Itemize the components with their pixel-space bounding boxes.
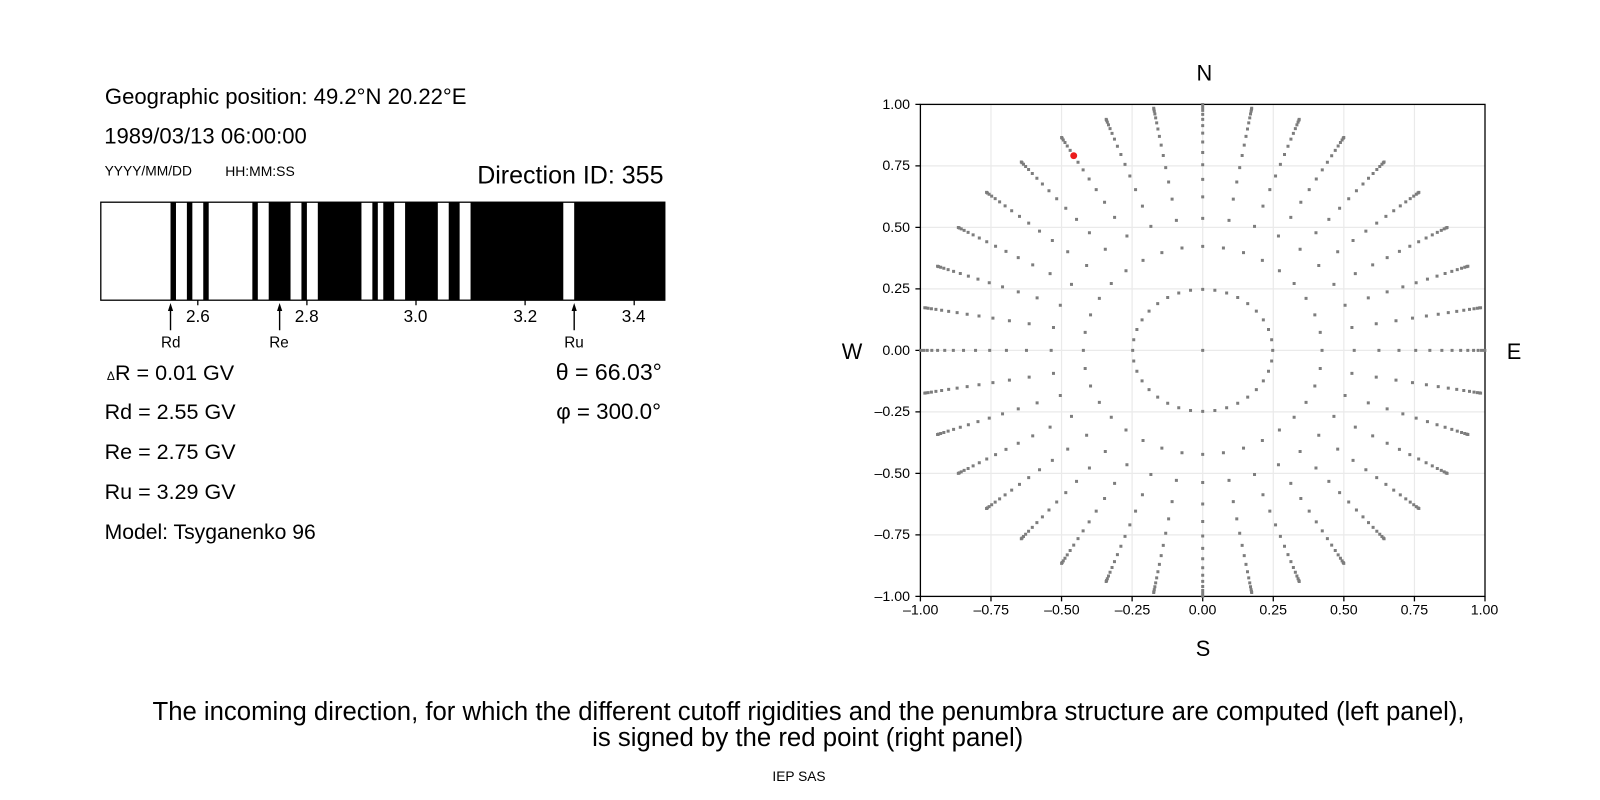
svg-text:–0.25: –0.25: [1115, 602, 1151, 618]
svg-text:IEP SAS: IEP SAS: [772, 769, 825, 784]
svg-text:–1.00: –1.00: [874, 589, 910, 605]
svg-text:0.00: 0.00: [882, 343, 910, 359]
svg-text:3.0: 3.0: [404, 306, 428, 326]
svg-text:Direction ID: 355: Direction ID: 355: [477, 162, 663, 190]
svg-text:Re = 2.75 GV: Re = 2.75 GV: [105, 440, 237, 464]
svg-text:0.50: 0.50: [882, 220, 910, 236]
svg-text:1989/03/13 06:00:00: 1989/03/13 06:00:00: [104, 123, 307, 148]
svg-text:0.25: 0.25: [882, 281, 910, 297]
svg-text:3.2: 3.2: [513, 306, 537, 326]
svg-text:0.75: 0.75: [882, 158, 910, 174]
svg-text:3.4: 3.4: [622, 306, 646, 326]
svg-text:–0.75: –0.75: [974, 602, 1010, 618]
svg-text:W: W: [842, 339, 863, 364]
svg-text:E: E: [1507, 339, 1522, 364]
svg-text:0.00: 0.00: [1189, 602, 1217, 618]
svg-text:–0.75: –0.75: [874, 527, 910, 543]
svg-text:HH:MM:SS: HH:MM:SS: [225, 163, 295, 179]
svg-text:–0.50: –0.50: [1044, 602, 1080, 618]
svg-text:Model: Tsyganenko 96: Model: Tsyganenko 96: [105, 521, 316, 544]
svg-text:1.00: 1.00: [882, 97, 910, 113]
svg-text:Re: Re: [269, 334, 289, 351]
svg-text:YYYY/MM/DD: YYYY/MM/DD: [105, 163, 192, 178]
svg-text:Ru: Ru: [564, 334, 584, 351]
svg-text:Rd = 2.55 GV: Rd = 2.55 GV: [105, 400, 237, 424]
svg-text:R = 0.01 GV: R = 0.01 GV: [115, 360, 235, 385]
svg-text:Δ: Δ: [107, 369, 115, 383]
svg-text:0.25: 0.25: [1259, 602, 1287, 618]
svg-text:φ = 300.0°: φ = 300.0°: [556, 399, 661, 424]
svg-text:S: S: [1196, 636, 1211, 661]
svg-text:is signed by the red point (ri: is signed by the red point (right panel): [592, 724, 1023, 752]
svg-text:2.8: 2.8: [295, 306, 319, 326]
svg-text:–0.25: –0.25: [874, 404, 910, 420]
svg-text:The incoming direction, for wh: The incoming direction, for which the di…: [153, 698, 1465, 726]
svg-text:–0.50: –0.50: [874, 466, 910, 482]
svg-text:θ = 66.03°: θ = 66.03°: [556, 359, 662, 385]
svg-text:Ru = 3.29 GV: Ru = 3.29 GV: [105, 480, 237, 504]
svg-text:Geographic position: 49.2°N 20: Geographic position: 49.2°N 20.22°E: [105, 84, 467, 109]
svg-text:0.75: 0.75: [1401, 602, 1429, 618]
svg-text:Rd: Rd: [161, 334, 181, 351]
svg-text:1.00: 1.00: [1471, 602, 1499, 618]
svg-text:2.6: 2.6: [186, 306, 210, 326]
svg-text:0.50: 0.50: [1330, 602, 1358, 618]
svg-text:N: N: [1197, 61, 1213, 86]
svg-text:–1.00: –1.00: [903, 602, 939, 618]
